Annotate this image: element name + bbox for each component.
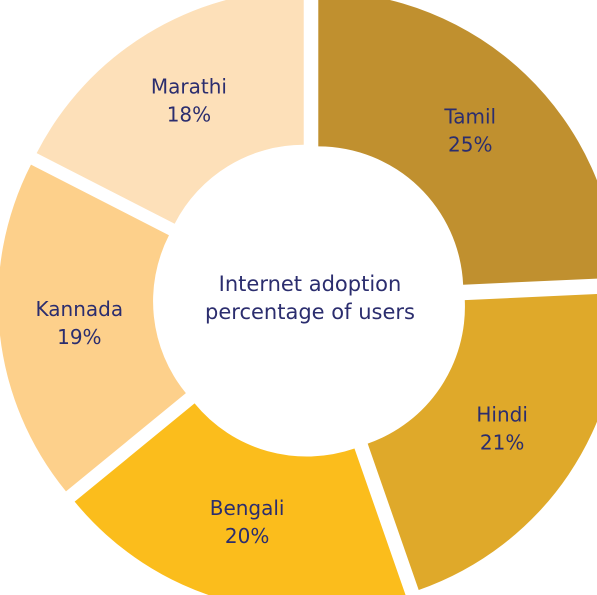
slice-label: Hindi: [476, 402, 528, 426]
slice-value-label: 21%: [480, 430, 524, 454]
donut-slice: [367, 294, 597, 590]
donut-slice: [0, 164, 186, 492]
donut-slice: [74, 403, 406, 595]
donut-slice: [318, 0, 597, 285]
slice-label: Kannada: [36, 297, 124, 321]
slice-value-label: 20%: [225, 524, 269, 548]
slice-value-label: 19%: [57, 325, 101, 349]
slice-value-label: 18%: [167, 103, 211, 127]
donut-slice: [36, 0, 304, 224]
chart-title: Internet adoption percentage of users: [205, 272, 415, 324]
slice-label: Marathi: [151, 75, 227, 99]
slice-label: Tamil: [443, 105, 496, 129]
slice-value-label: 25%: [448, 133, 492, 157]
slice-label: Bengali: [210, 496, 285, 520]
